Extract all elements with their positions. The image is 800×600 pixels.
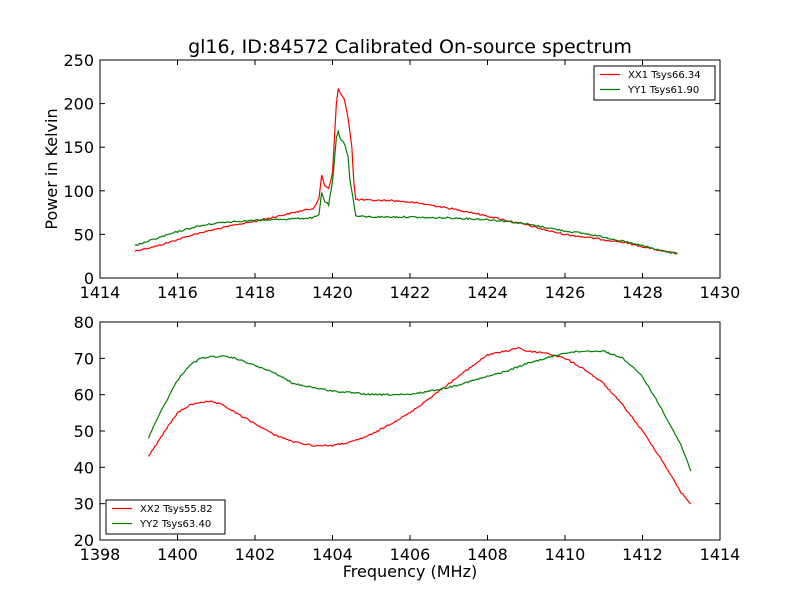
- x-tick-label: 1428: [622, 283, 663, 302]
- x-tick-label: 1426: [545, 283, 586, 302]
- x-tick-label: 1410: [545, 545, 586, 564]
- y-tick-label: 50: [74, 225, 94, 244]
- legend-entry: XX1 Tsys66.34: [628, 70, 701, 81]
- x-tick-label: 1412: [622, 545, 663, 564]
- legend-1: XX1 Tsys66.34 YY1 Tsys61.90: [593, 65, 716, 101]
- panel-1: 1414 1416 1418 1420 1422 1424 1426 1428 1430 0 50 1…: [42, 51, 740, 302]
- y-tick-label: 50: [74, 422, 94, 441]
- x-tick-label: 1414: [700, 545, 741, 564]
- y-tick-label: 80: [74, 313, 94, 332]
- x-tick-label: 1424: [467, 283, 508, 302]
- y-tick-label: 100: [63, 182, 94, 201]
- figure-title: gl16, ID:84572 Calibrated On-source spec…: [188, 36, 632, 58]
- x-tick-label: 1418: [235, 283, 276, 302]
- series-line-1-1: [134, 88, 678, 255]
- y-tick-label: 200: [63, 95, 94, 114]
- x-tick-label: 1420: [312, 283, 353, 302]
- y-tick-label: 40: [74, 458, 94, 477]
- legend-box: [105, 499, 226, 535]
- x-tick-label: 1400: [157, 545, 198, 564]
- plot-panels: 1414 1416 1418 1420 1422 1424 1426 1428 14300501…: [42, 51, 740, 581]
- x-tick-label: 1402: [235, 545, 276, 564]
- legend-entry: XX2 Tsys55.82: [140, 504, 213, 515]
- y-tick-label: 30: [74, 495, 94, 514]
- x-tick-label: 1430: [700, 283, 741, 302]
- legend-entry: YY2 Tsys63.40: [139, 519, 211, 530]
- y-tick-label: 150: [63, 138, 94, 157]
- legend-2: XX2 Tsys55.82 YY2 Tsys63.40: [105, 499, 226, 535]
- y-tick-label: 60: [74, 386, 94, 405]
- panel-2: 1398 1400 1402 1404 1406 1408 1410 1412 1414 20 30…: [74, 313, 741, 581]
- y-axis-label: Power in Kelvin: [42, 108, 61, 229]
- x-tick-label: 1414: [80, 283, 121, 302]
- legend-box: [593, 65, 716, 101]
- x-tick-label: 1416: [157, 283, 198, 302]
- y-tick-label: 0: [84, 269, 94, 288]
- x-tick-label: 1422: [390, 283, 431, 302]
- x-tick-label: 1408: [467, 545, 508, 564]
- x-axis-label: Frequency (MHz): [343, 562, 477, 581]
- legend-entry: YY1 Tsys61.90: [627, 85, 699, 96]
- x-tick-label: 1398: [80, 545, 121, 564]
- y-tick-label: 250: [63, 51, 94, 70]
- y-tick-label: 20: [74, 531, 94, 550]
- x-tick-label: 1406: [390, 545, 431, 564]
- x-tick-label: 1404: [312, 545, 353, 564]
- y-tick-label: 70: [74, 349, 94, 368]
- series-line-2-2: [147, 350, 692, 472]
- series-line-2-1: [147, 346, 692, 505]
- series-line-1-2: [134, 128, 678, 255]
